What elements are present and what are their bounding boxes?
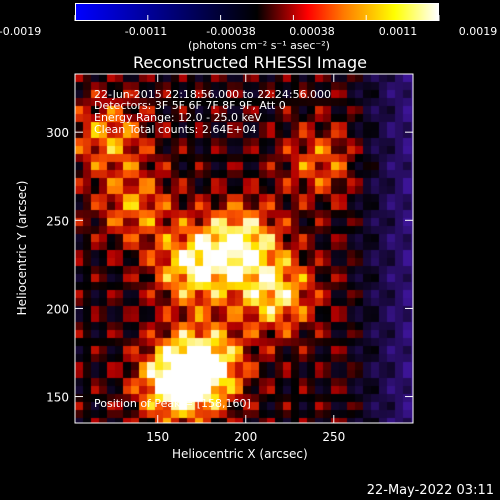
annotation-peak: Position of Peak = [158,160] xyxy=(94,397,251,410)
annotation-energy: Energy Range: 12.0 - 25.0 keV xyxy=(94,111,262,124)
chart-title: Reconstructed RHESSI Image xyxy=(133,53,367,72)
x-axis-label: Heliocentric X (arcsec) xyxy=(172,447,308,461)
y-axis-label: Heliocentric Y (arcsec) xyxy=(15,180,29,316)
colorbar-tick-label: -0.0011 xyxy=(125,25,167,38)
colorbar xyxy=(75,3,439,21)
y-tick-label: 300 xyxy=(46,126,69,140)
datestamp: 22-May-2022 03:11 xyxy=(366,483,494,498)
x-tick-label: 250 xyxy=(322,430,345,444)
x-tick-label: 150 xyxy=(146,430,169,444)
colorbar-unit-label: (photons cm⁻² s⁻¹ asec⁻²) xyxy=(188,39,330,52)
y-tick-label: 150 xyxy=(46,391,69,405)
annotation-clean: Clean Total counts: 2.64E+04 xyxy=(94,123,257,136)
y-tick-label: 250 xyxy=(46,214,69,228)
annotation-time-range: 22-Jun-2015 22:18:56.000 to 22:24:56.000 xyxy=(94,88,332,101)
colorbar-tick-label: -0.00038 xyxy=(206,25,255,38)
colorbar-tick-label: 0.0019 xyxy=(459,25,498,38)
plot-frame xyxy=(74,73,414,424)
colorbar-tick-label: -0.0019 xyxy=(0,25,41,38)
y-tick-label: 200 xyxy=(46,302,69,316)
annotation-detectors: Detectors: 3F 5F 6F 7F 8F 9F, Att 0 xyxy=(94,99,286,112)
colorbar-tick-label: 0.0011 xyxy=(379,25,418,38)
x-tick-label: 200 xyxy=(234,430,257,444)
colorbar-tick-label: 0.00038 xyxy=(289,25,335,38)
heatmap-image xyxy=(75,74,413,423)
colorbar-axis: -0.0019 -0.0011 -0.00038 0.00038 0.0011 0.001… xyxy=(0,15,498,38)
